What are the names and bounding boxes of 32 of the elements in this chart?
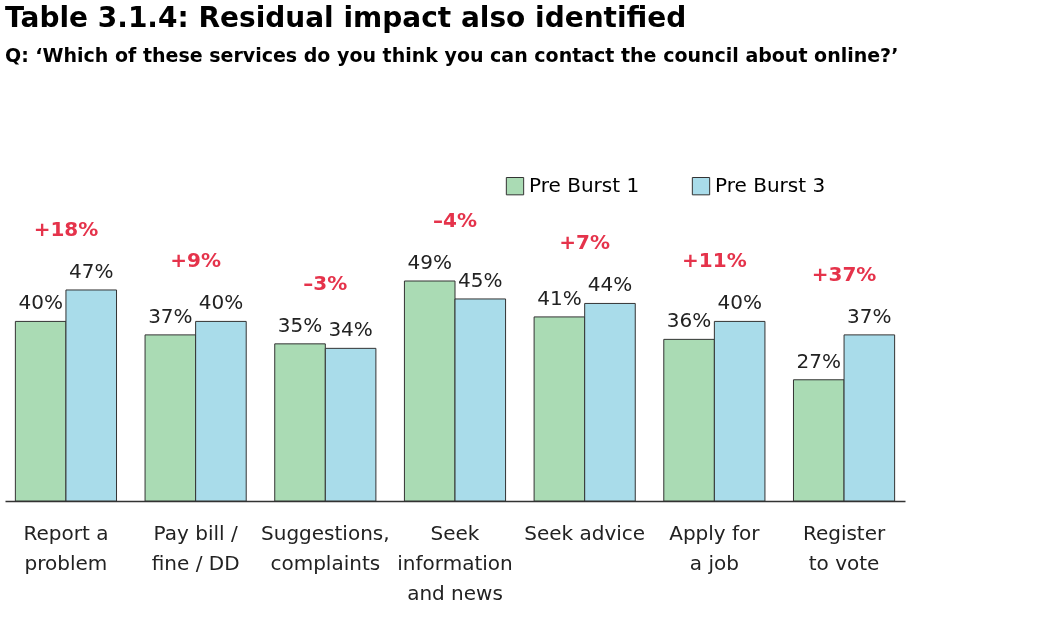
text: –4% bbox=[433, 208, 477, 232]
data-label: 40% bbox=[717, 290, 762, 315]
data-label: 44% bbox=[587, 272, 633, 297]
legend-label: Pre Burst 1 bbox=[529, 173, 640, 198]
data-label: 40% bbox=[198, 290, 244, 315]
x-tick-label: Register to vote bbox=[802, 520, 886, 575]
data-label: 49% bbox=[407, 250, 452, 274]
data-label: 27% bbox=[796, 348, 841, 373]
x-tick-label: Pay bill / fine / DD bbox=[151, 520, 240, 575]
text: +18% bbox=[33, 216, 99, 241]
x-tick-label: Suggestions, complaints bbox=[261, 520, 390, 575]
annotation: –3% bbox=[303, 270, 348, 295]
data-label: 34% bbox=[328, 317, 373, 342]
data-label: 40% bbox=[18, 290, 63, 315]
chart-subtitle: Q: ‘Which of these services do you think you can contact the council about online?’ bbox=[5, 44, 899, 66]
data-label: 35% bbox=[277, 312, 323, 337]
data-label: 41% bbox=[537, 285, 582, 310]
text: +7% bbox=[559, 230, 611, 255]
chart-title: Table 3.1.4: Residual impact also identified bbox=[5, 1, 687, 34]
data-label: 37% bbox=[148, 303, 193, 328]
data-label: 45% bbox=[458, 267, 503, 292]
legend-label: Pre Burst 3 bbox=[715, 173, 826, 198]
x-tick-label: Seek information and news bbox=[397, 520, 513, 605]
text: +11% bbox=[682, 248, 747, 273]
x-tick-label: Seek advice bbox=[524, 520, 646, 545]
data-label: 47% bbox=[69, 258, 114, 283]
text: +9% bbox=[170, 248, 221, 273]
x-tick-label: Report a problem bbox=[23, 520, 109, 575]
x-tick-label: Apply for a job bbox=[669, 520, 761, 575]
annotation: +37% bbox=[811, 261, 877, 286]
data-label: 37% bbox=[847, 303, 892, 328]
data-label: 36% bbox=[666, 308, 712, 333]
